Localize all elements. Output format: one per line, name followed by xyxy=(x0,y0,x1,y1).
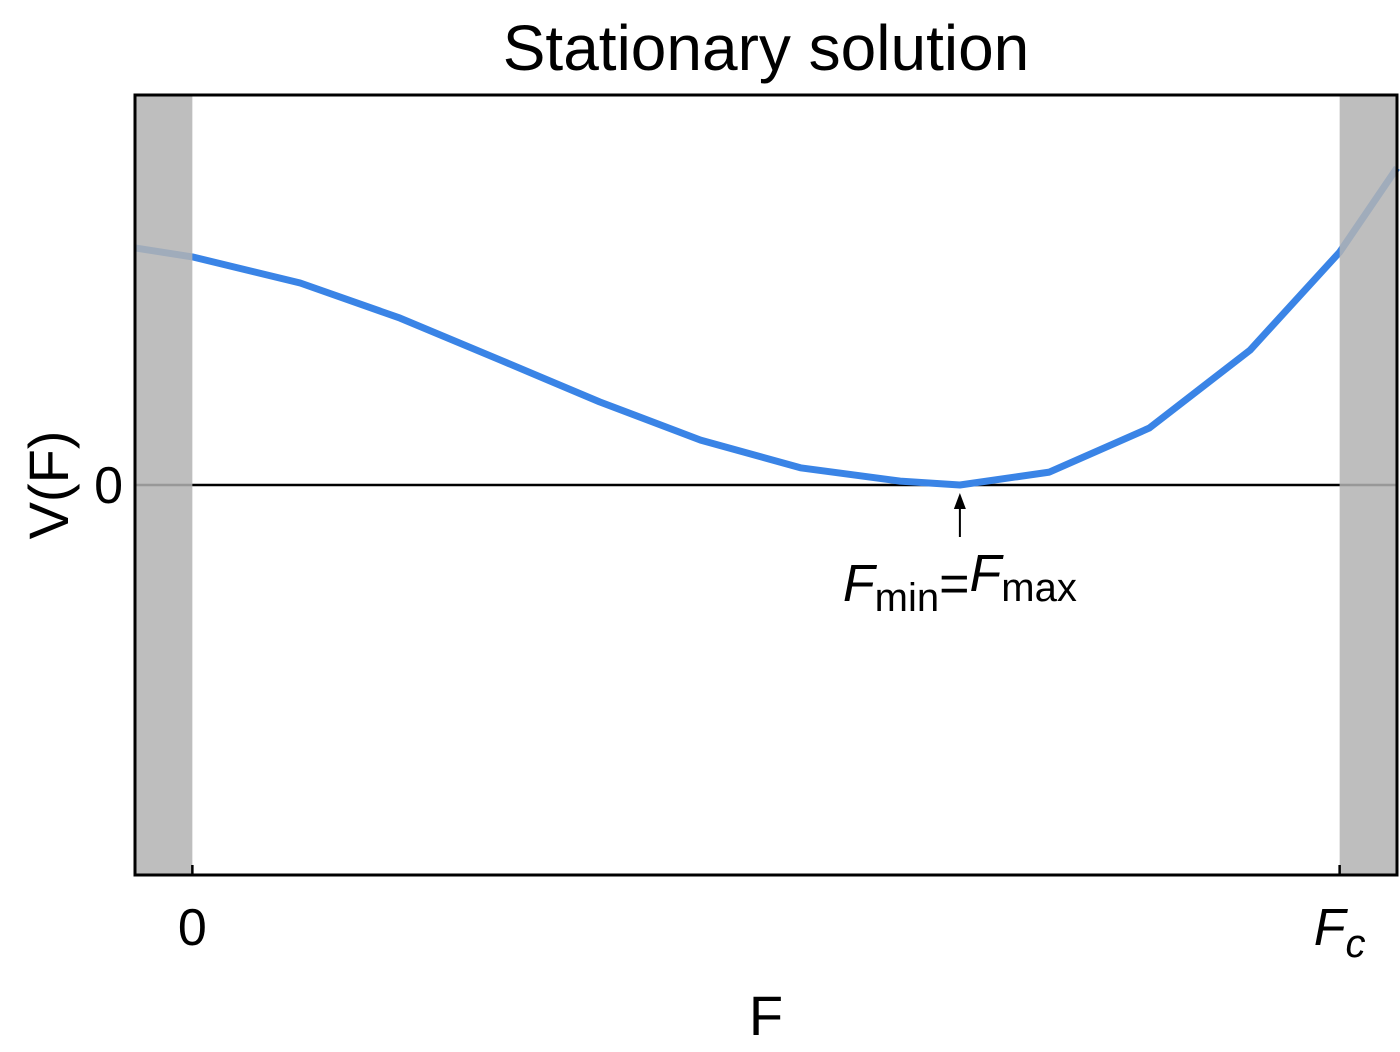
y-axis-label: V(F) xyxy=(17,431,80,540)
shaded-region xyxy=(1339,95,1397,875)
annotation-part: F xyxy=(843,555,878,613)
annotation-arrowhead xyxy=(953,493,966,509)
y-tick-label: 0 xyxy=(94,457,123,515)
shaded-region xyxy=(135,95,193,875)
annotation-part: F xyxy=(970,545,1005,603)
x-axis-label: F xyxy=(749,984,783,1047)
chart-title: Stationary solution xyxy=(503,12,1030,84)
annotation-part: min xyxy=(875,576,939,620)
annotation: Fmin=Fmax xyxy=(843,545,1077,620)
x-tick-label: Fc xyxy=(1314,899,1366,966)
x-tick-label-main: F xyxy=(1314,899,1349,957)
annotation-part: = xyxy=(939,555,969,613)
plot-frame xyxy=(133,93,1399,877)
x-tick-label: 0 xyxy=(178,899,207,957)
data-line xyxy=(134,165,1400,489)
x-tick-label-sub: c xyxy=(1346,922,1366,966)
annotation-part: max xyxy=(1001,566,1077,610)
